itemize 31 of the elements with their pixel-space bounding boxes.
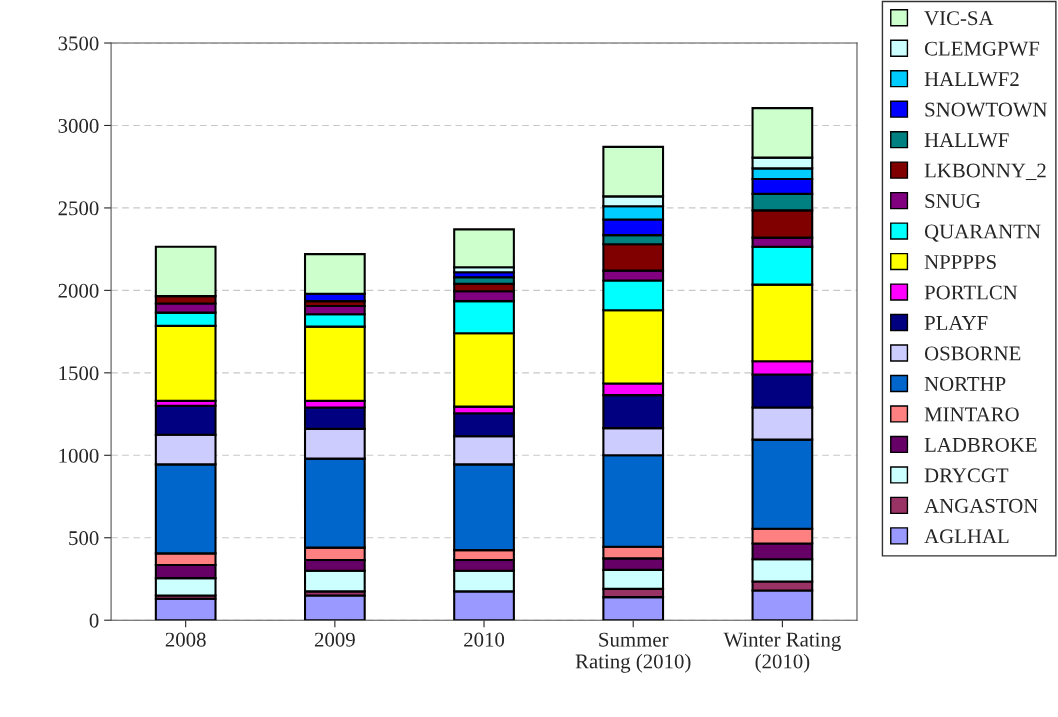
x-tick-label: 2010 [464, 632, 505, 647]
y-tick-label: 2000 [58, 283, 99, 298]
y-tick-label: 2500 [58, 201, 99, 216]
legend-label: NORTHP [924, 376, 1006, 391]
legend-label: SNUG [925, 194, 981, 209]
legend-label: NPPPPS [924, 255, 996, 270]
legend-label: MINTARO [924, 407, 1019, 422]
legend-label: CLEMGPWF [924, 41, 1040, 56]
legend-label: HALLWF [924, 133, 1009, 148]
legend-label: DRYCGT [924, 468, 1009, 483]
x-tick-label: 2008 [165, 632, 206, 647]
y-tick-label: 1000 [59, 448, 99, 463]
legend-label: PLAYF [924, 316, 988, 330]
legend-label: ANGASTON [924, 498, 1038, 513]
y-tick-label: 500 [69, 531, 99, 546]
x-tick-label: 2009 [314, 632, 355, 647]
legend-label: QUARANTN [924, 224, 1041, 242]
y-tick-label: 0 [89, 613, 99, 628]
y-tick-label: 1500 [59, 366, 99, 381]
legend-label: AGLHAL [924, 529, 1009, 544]
legend-label: HALLWF2 [924, 72, 1019, 87]
x-tick-label: Winter Rating (2010) [723, 632, 841, 673]
y-tick-label: 3000 [58, 118, 99, 133]
legend-label: OSBORNE [924, 346, 1021, 361]
x-tick-label: Summer Rating (2010) [575, 632, 691, 673]
legend-label: LADBROKE [924, 437, 1037, 452]
legend-label: SNOWTOWN [925, 102, 1048, 117]
legend-label: LKBONNY_2 [924, 163, 1046, 181]
legend-label: PORTLCN [924, 285, 1018, 300]
legend-label: VIC-SA [924, 11, 994, 26]
y-tick-label: 3500 [58, 36, 99, 51]
